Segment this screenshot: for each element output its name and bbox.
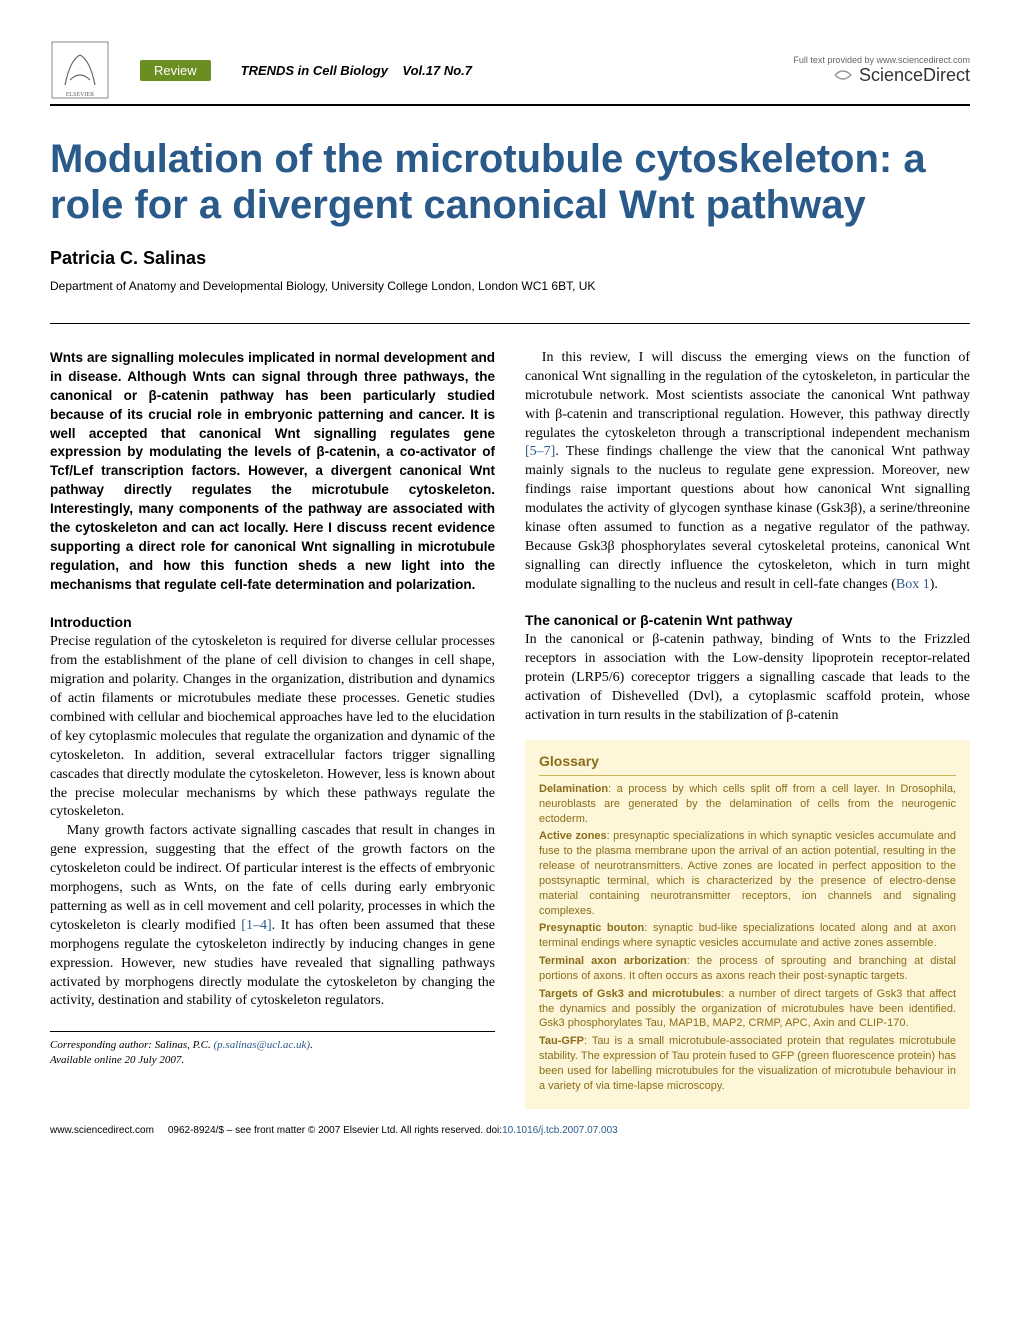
- intro-p1: Precise regulation of the cytoskeleton i…: [50, 633, 495, 822]
- intro-p2: Many growth factors activate signalling …: [50, 822, 495, 1011]
- footer-doi[interactable]: 10.1016/j.tcb.2007.07.003: [502, 1125, 618, 1136]
- footer-issn: 0962-8924/$ – see front matter © 2007 El…: [168, 1125, 483, 1136]
- corr-online: Available online 20 July 2007.: [50, 1054, 184, 1066]
- col2-p1: In this review, I will discuss the emerg…: [525, 349, 970, 595]
- abstract: Wnts are signalling molecules implicated…: [50, 349, 495, 595]
- header-bar: ELSEVIER Review TRENDS in Cell Biology V…: [50, 40, 970, 106]
- corr-label: Corresponding author:: [50, 1039, 152, 1051]
- glossary-entry: Presynaptic bouton: synaptic bud-like sp…: [539, 921, 956, 951]
- intro-p2-a: Many growth factors activate signalling …: [50, 823, 495, 932]
- glossary-title: Glossary: [539, 752, 956, 776]
- glossary-def: : Tau is a small microtubule-associated …: [539, 1035, 956, 1092]
- journal-info: TRENDS in Cell Biology Vol.17 No.7: [241, 63, 794, 78]
- corr-email[interactable]: (p.salinas@ucl.ac.uk): [214, 1039, 311, 1051]
- intro-body: Precise regulation of the cytoskeleton i…: [50, 633, 495, 1011]
- canonical-heading: The canonical or β-catenin Wnt pathway: [525, 611, 970, 630]
- title-divider: [50, 323, 970, 324]
- glossary-term: Active zones: [539, 830, 607, 842]
- glossary-entry: Tau-GFP: Tau is a small microtubule-asso…: [539, 1034, 956, 1093]
- two-column-body: Wnts are signalling molecules implicated…: [50, 349, 970, 1109]
- corr-name: Salinas, P.C.: [155, 1039, 211, 1051]
- glossary-term: Terminal axon arborization: [539, 955, 687, 967]
- elsevier-logo: ELSEVIER: [50, 40, 110, 100]
- canonical-p1: In the canonical or β-catenin pathway, b…: [525, 631, 970, 725]
- journal-name: TRENDS in Cell Biology: [241, 63, 388, 78]
- glossary-term: Presynaptic bouton: [539, 922, 644, 934]
- corresponding-separator: Corresponding author: Salinas, P.C. (p.s…: [50, 1031, 495, 1067]
- glossary-entry: Terminal axon arborization: the process …: [539, 954, 956, 984]
- sciencedirect-name: ScienceDirect: [859, 65, 970, 86]
- page: ELSEVIER Review TRENDS in Cell Biology V…: [0, 0, 1020, 1166]
- left-column: Wnts are signalling molecules implicated…: [50, 349, 495, 1109]
- col2-p1-b: . These findings challenge the view that…: [525, 444, 970, 591]
- box-1-link[interactable]: Box 1: [896, 577, 930, 592]
- glossary-def: : presynaptic specializations in which s…: [539, 830, 956, 916]
- canonical-body: In the canonical or β-catenin pathway, b…: [525, 631, 970, 725]
- corresponding-author: Corresponding author: Salinas, P.C. (p.s…: [50, 1038, 495, 1067]
- author-affiliation: Department of Anatomy and Developmental …: [50, 279, 970, 293]
- glossary-term: Delamination: [539, 783, 608, 795]
- author-name: Patricia C. Salinas: [50, 248, 970, 269]
- col2-p1-c: ).: [930, 577, 938, 592]
- glossary-entries: Delamination: a process by which cells s…: [539, 782, 956, 1094]
- ref-link-5-7[interactable]: [5–7]: [525, 444, 555, 459]
- svg-text:ELSEVIER: ELSEVIER: [66, 92, 94, 98]
- footer-url[interactable]: www.sciencedirect.com: [50, 1125, 154, 1136]
- sciencedirect-logo[interactable]: ScienceDirect: [793, 65, 970, 86]
- footer-doi-label: doi:: [486, 1125, 502, 1136]
- glossary-entry: Delamination: a process by which cells s…: [539, 782, 956, 827]
- col2-p1-a: In this review, I will discuss the emerg…: [525, 350, 970, 441]
- glossary-box: Glossary Delamination: a process by whic…: [525, 740, 970, 1109]
- ref-link-1-4[interactable]: [1–4]: [241, 918, 271, 933]
- review-badge: Review: [140, 60, 211, 81]
- journal-volume: Vol.17 No.7: [402, 63, 472, 78]
- glossary-term: Tau-GFP: [539, 1035, 584, 1047]
- right-column: In this review, I will discuss the emerg…: [525, 349, 970, 1109]
- footer-left: www.sciencedirect.com 0962-8924/$ – see …: [50, 1125, 618, 1136]
- footer-line: www.sciencedirect.com 0962-8924/$ – see …: [50, 1125, 970, 1136]
- intro-heading: Introduction: [50, 613, 495, 632]
- sciencedirect-block: Full text provided by www.sciencedirect.…: [793, 55, 970, 86]
- glossary-term: Targets of Gsk3 and microtubules: [539, 988, 721, 1000]
- sd-swoosh-icon: [833, 65, 853, 85]
- glossary-entry: Targets of Gsk3 and microtubules: a numb…: [539, 987, 956, 1032]
- sd-provided-text: Full text provided by www.sciencedirect.…: [793, 55, 970, 65]
- col2-body: In this review, I will discuss the emerg…: [525, 349, 970, 595]
- article-title: Modulation of the microtubule cytoskelet…: [50, 136, 970, 228]
- glossary-entry: Active zones: presynaptic specialization…: [539, 829, 956, 918]
